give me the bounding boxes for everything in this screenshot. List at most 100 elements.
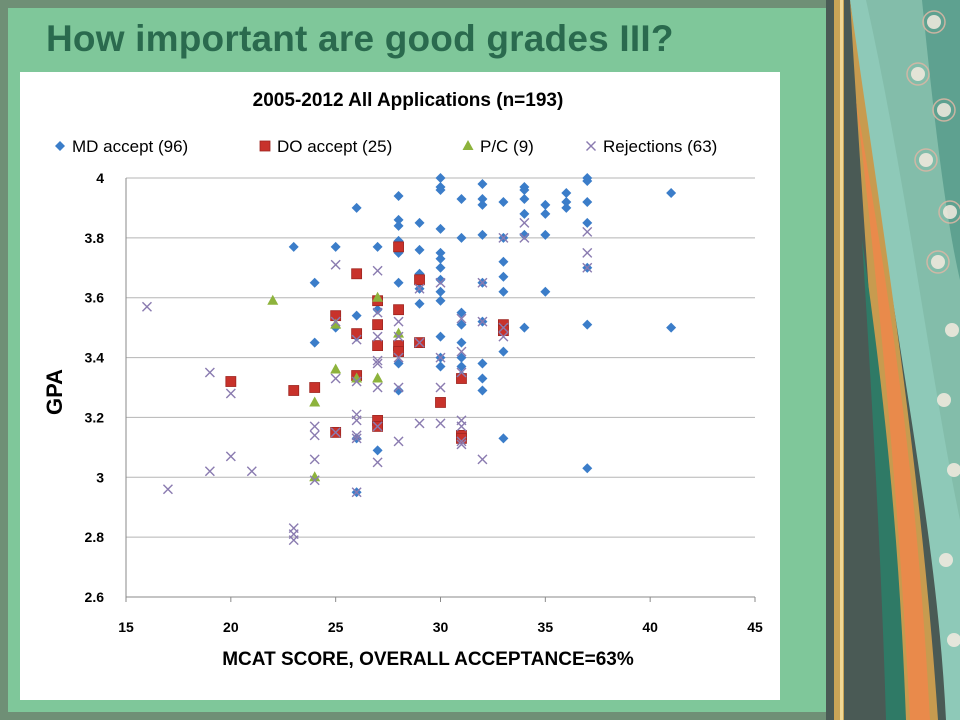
data-point	[330, 363, 342, 374]
data-point	[666, 322, 677, 333]
data-point	[309, 337, 320, 348]
data-point	[456, 232, 467, 243]
slide-title: How important are good grades III?	[46, 18, 674, 59]
legend-label: Rejections (63)	[603, 137, 717, 156]
data-point	[372, 319, 384, 331]
data-point	[582, 262, 593, 273]
data-point	[519, 217, 530, 228]
data-point	[288, 385, 300, 396]
data-point	[498, 331, 509, 342]
series-triangle	[267, 291, 405, 482]
data-point	[498, 271, 509, 282]
data-point	[519, 208, 530, 219]
data-point	[351, 433, 362, 444]
y-tick-label: 3.2	[85, 409, 105, 425]
legend-marker	[462, 140, 474, 150]
data-point	[456, 361, 467, 372]
data-point	[456, 307, 467, 318]
data-point	[498, 433, 509, 444]
legend-marker	[586, 141, 596, 151]
data-point	[435, 286, 446, 297]
data-point	[582, 463, 593, 474]
data-point	[414, 217, 425, 228]
data-point	[540, 199, 551, 210]
data-point	[456, 421, 467, 432]
data-point	[351, 328, 363, 340]
data-point	[372, 307, 383, 318]
y-tick-label: 3	[96, 469, 104, 485]
data-point	[456, 313, 467, 324]
data-point	[519, 322, 530, 333]
data-point	[519, 229, 530, 240]
data-point	[435, 253, 446, 264]
data-point	[372, 265, 383, 276]
data-point	[309, 475, 320, 486]
legend-item: MD accept (96)	[55, 137, 188, 156]
data-point	[477, 277, 488, 288]
data-point	[414, 337, 425, 348]
x-tick-label: 30	[433, 619, 449, 635]
data-point	[204, 466, 215, 477]
data-point	[435, 352, 446, 363]
data-point	[561, 202, 572, 213]
data-point	[456, 337, 467, 348]
x-tick-label: 45	[747, 619, 763, 635]
data-point	[225, 376, 237, 387]
data-point	[393, 352, 404, 363]
data-point	[372, 304, 383, 315]
y-tick-label: 3.6	[85, 290, 105, 306]
data-point	[435, 184, 446, 195]
legend-label: MD accept (96)	[72, 137, 188, 156]
data-point	[456, 436, 467, 447]
data-point	[393, 241, 404, 253]
data-point	[330, 316, 341, 327]
data-point	[309, 471, 321, 482]
data-point	[477, 229, 488, 240]
data-point	[498, 322, 509, 333]
data-point	[435, 247, 446, 258]
data-point	[582, 196, 593, 207]
data-point	[372, 291, 384, 302]
data-point	[393, 277, 404, 288]
data-point	[309, 396, 321, 407]
data-point	[372, 340, 384, 352]
data-point	[372, 457, 383, 468]
data-point	[477, 454, 488, 465]
data-point	[372, 382, 383, 393]
legend-marker	[259, 140, 271, 152]
data-point	[393, 220, 404, 231]
data-point	[393, 331, 404, 342]
data-point	[393, 316, 404, 327]
data-point	[456, 367, 467, 378]
data-point	[393, 358, 404, 369]
data-point	[393, 436, 404, 447]
y-tick-label: 3.4	[85, 350, 105, 366]
data-point	[582, 226, 593, 237]
data-point	[393, 382, 404, 393]
series-x	[141, 217, 593, 546]
data-point	[204, 367, 215, 378]
data-point	[351, 415, 362, 426]
data-point	[351, 334, 362, 345]
data-point	[351, 376, 362, 387]
data-point	[393, 190, 404, 201]
series-diamond	[288, 173, 677, 498]
x-tick-label: 25	[328, 619, 344, 635]
x-tick-label: 20	[223, 619, 239, 635]
data-point	[309, 454, 320, 465]
data-point	[666, 187, 677, 198]
data-point	[414, 274, 425, 286]
data-point	[456, 439, 467, 450]
legend-item: DO accept (25)	[259, 137, 392, 156]
data-point	[498, 196, 509, 207]
x-tick-label: 35	[538, 619, 554, 635]
x-tick-label: 15	[118, 619, 134, 635]
data-point	[456, 352, 467, 363]
data-point	[498, 286, 509, 297]
data-point	[540, 229, 551, 240]
x-tick-label: 40	[642, 619, 658, 635]
data-point	[351, 202, 362, 213]
data-point	[435, 397, 446, 408]
data-point	[372, 358, 383, 369]
